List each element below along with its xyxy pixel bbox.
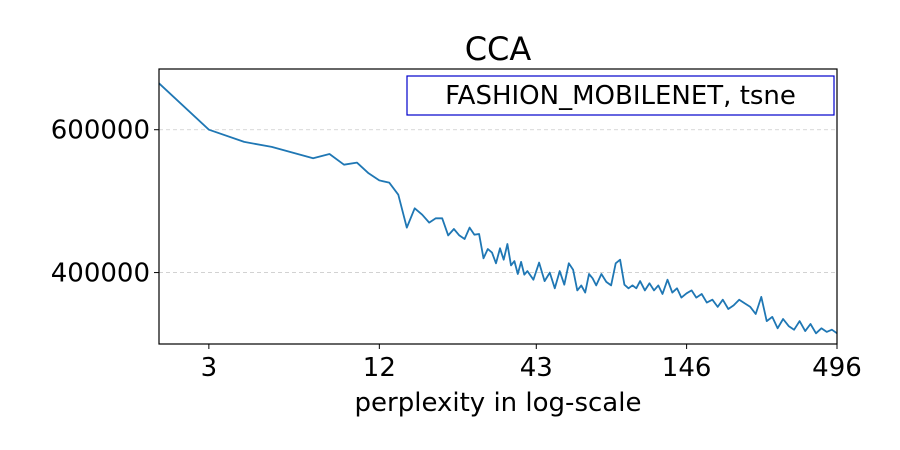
x-tick-label: 43 <box>520 353 553 383</box>
chart-title: CCA <box>465 30 532 68</box>
x-axis-ticks: 3 12 43 146 496 <box>201 344 862 383</box>
x-axis-label: perplexity in log-scale <box>355 388 642 418</box>
legend: FASHION_MOBILENET, tsne <box>406 75 835 116</box>
series-line <box>158 82 838 335</box>
y-tick-label: 400000 <box>51 259 150 289</box>
x-tick-label: 12 <box>363 353 396 383</box>
x-tick-label: 496 <box>812 353 862 383</box>
x-tick-label: 3 <box>201 353 218 383</box>
series-lines <box>158 82 838 335</box>
legend-box <box>406 75 835 116</box>
y-axis-ticks: 400000 600000 <box>51 116 159 289</box>
x-tick-label: 146 <box>662 353 712 383</box>
legend-label: FASHION_MOBILENET, tsne <box>445 81 796 111</box>
plot-frame <box>158 68 838 345</box>
y-tick-label: 600000 <box>51 116 150 146</box>
grid-lines <box>159 129 837 273</box>
